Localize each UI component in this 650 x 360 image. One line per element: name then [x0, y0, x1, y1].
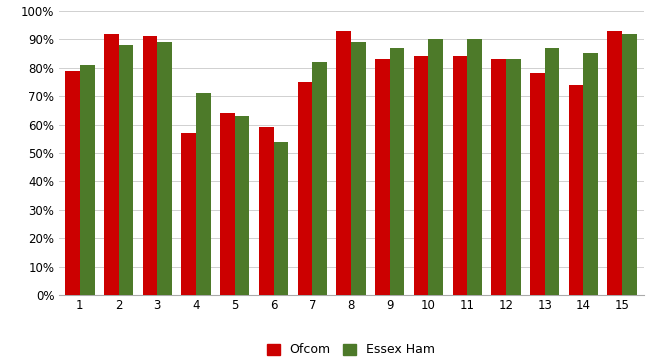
- Bar: [608, 31, 622, 295]
- Bar: [351, 42, 366, 295]
- Bar: [259, 127, 274, 295]
- Bar: [312, 62, 327, 295]
- Bar: [65, 71, 80, 295]
- Bar: [530, 73, 545, 295]
- Bar: [104, 33, 118, 295]
- Bar: [375, 59, 390, 295]
- Bar: [181, 133, 196, 295]
- Bar: [142, 36, 157, 295]
- Bar: [452, 56, 467, 295]
- Bar: [467, 39, 482, 295]
- Bar: [506, 59, 521, 295]
- Bar: [298, 82, 312, 295]
- Bar: [80, 65, 94, 295]
- Bar: [491, 59, 506, 295]
- Bar: [569, 85, 584, 295]
- Legend: Ofcom, Essex Ham: Ofcom, Essex Ham: [262, 338, 440, 360]
- Bar: [336, 31, 351, 295]
- Bar: [274, 141, 288, 295]
- Bar: [220, 113, 235, 295]
- Bar: [414, 56, 428, 295]
- Bar: [157, 42, 172, 295]
- Bar: [196, 93, 211, 295]
- Bar: [584, 54, 598, 295]
- Bar: [428, 39, 443, 295]
- Bar: [545, 48, 560, 295]
- Bar: [622, 33, 637, 295]
- Bar: [390, 48, 404, 295]
- Bar: [235, 116, 250, 295]
- Bar: [118, 45, 133, 295]
